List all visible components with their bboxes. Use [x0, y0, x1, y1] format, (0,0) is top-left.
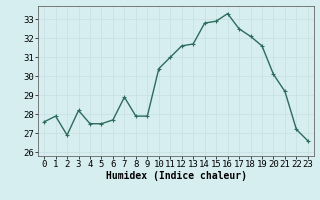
X-axis label: Humidex (Indice chaleur): Humidex (Indice chaleur) [106, 171, 246, 181]
